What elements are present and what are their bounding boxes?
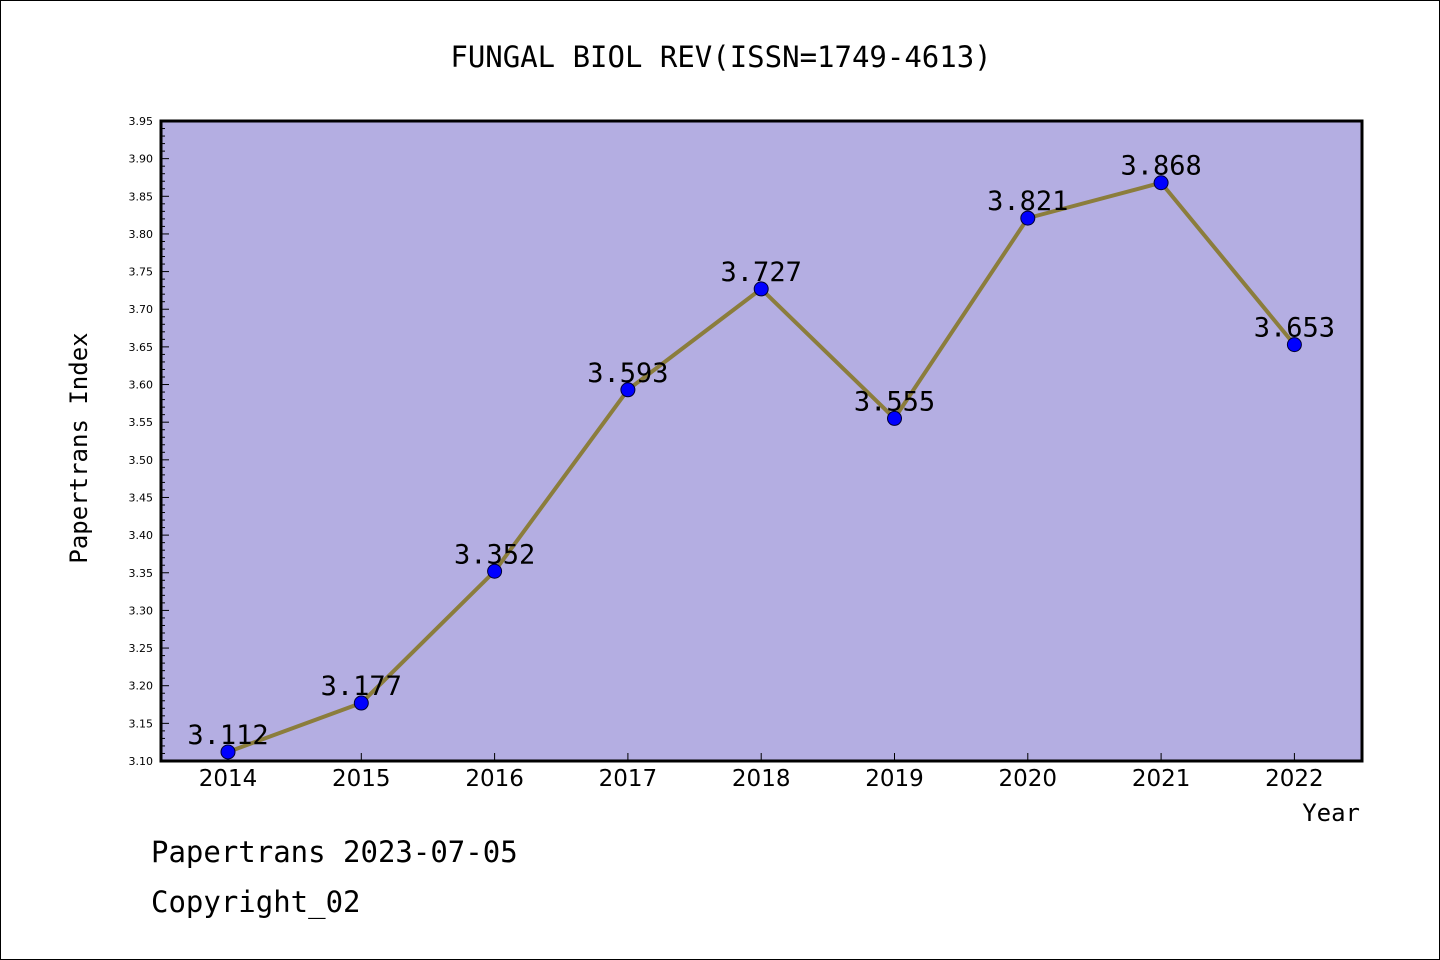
data-point [487, 563, 503, 579]
data-label: 3.555 [854, 386, 935, 417]
data-point [353, 695, 369, 711]
data-points [220, 175, 1302, 760]
data-label: 3.727 [721, 257, 802, 288]
y-tick-label: 3.75 [129, 266, 154, 279]
y-tick-label: 3.30 [129, 604, 154, 617]
x-tick-label: 2019 [865, 766, 924, 792]
y-tick-label: 3.25 [129, 642, 154, 655]
footer-copyright: Copyright_02 [151, 885, 361, 919]
data-label: 3.177 [321, 671, 402, 702]
data-point [887, 410, 902, 426]
x-tick-label: 2017 [599, 766, 658, 792]
y-tick-label: 3.35 [129, 567, 154, 580]
data-point [1020, 210, 1036, 226]
y-tick-label: 3.70 [129, 303, 154, 316]
x-tick-label: 2016 [465, 766, 524, 792]
y-tick-label: 3.55 [129, 416, 154, 429]
plot-area [159, 119, 1364, 763]
y-axis: 3.10 3.15 3.20 3.25 3.30 3.35 3.40 3.45 3.50 3.55… [129, 115, 169, 768]
x-tick-label: 2021 [1132, 766, 1191, 792]
data-label: 3.821 [987, 186, 1068, 217]
y-tick-label: 3.60 [129, 379, 154, 392]
x-tick-label: 2020 [999, 766, 1058, 792]
data-point [620, 382, 636, 398]
data-label: 3.868 [1120, 151, 1201, 182]
data-point [1153, 175, 1169, 191]
data-label: 3.352 [454, 539, 535, 570]
y-tick-label: 3.40 [129, 529, 154, 542]
footer-date: Papertrans 2023-07-05 [151, 835, 518, 869]
y-tick-label: 3.20 [129, 680, 154, 693]
x-tick-label: 2022 [1265, 766, 1324, 792]
x-tick-label: 2014 [199, 766, 258, 792]
data-point [220, 744, 236, 760]
x-tick-label: 2018 [732, 766, 791, 792]
y-axis-label: Papertrans Index [65, 332, 93, 563]
y-tick-label: 3.85 [129, 190, 154, 203]
data-labels: 3.112 3.177 3.352 3.593 3.727 3.555 3.821 3.868… [187, 151, 1335, 751]
x-axis: 2014 2015 2016 2017 2018 2019 2020 2021 2022 [199, 753, 1324, 792]
y-tick-label: 3.15 [129, 717, 154, 730]
y-tick-label: 3.90 [129, 153, 154, 166]
data-point [1286, 337, 1302, 353]
y-tick-label: 3.45 [129, 491, 154, 504]
y-tick-label: 3.10 [129, 755, 154, 768]
data-label: 3.593 [587, 358, 668, 389]
y-tick-label: 3.65 [129, 341, 154, 354]
chart-title: FUNGAL BIOL REV(ISSN=1749-4613) [450, 40, 991, 74]
x-tick-label: 2015 [332, 766, 391, 792]
data-point [753, 281, 769, 297]
y-tick-label: 3.95 [129, 115, 154, 128]
y-tick-label: 3.80 [129, 228, 154, 241]
x-axis-label: Year [1302, 799, 1360, 827]
y-tick-label: 3.50 [129, 454, 154, 467]
data-label: 3.112 [187, 720, 268, 751]
data-label: 3.653 [1254, 313, 1335, 344]
